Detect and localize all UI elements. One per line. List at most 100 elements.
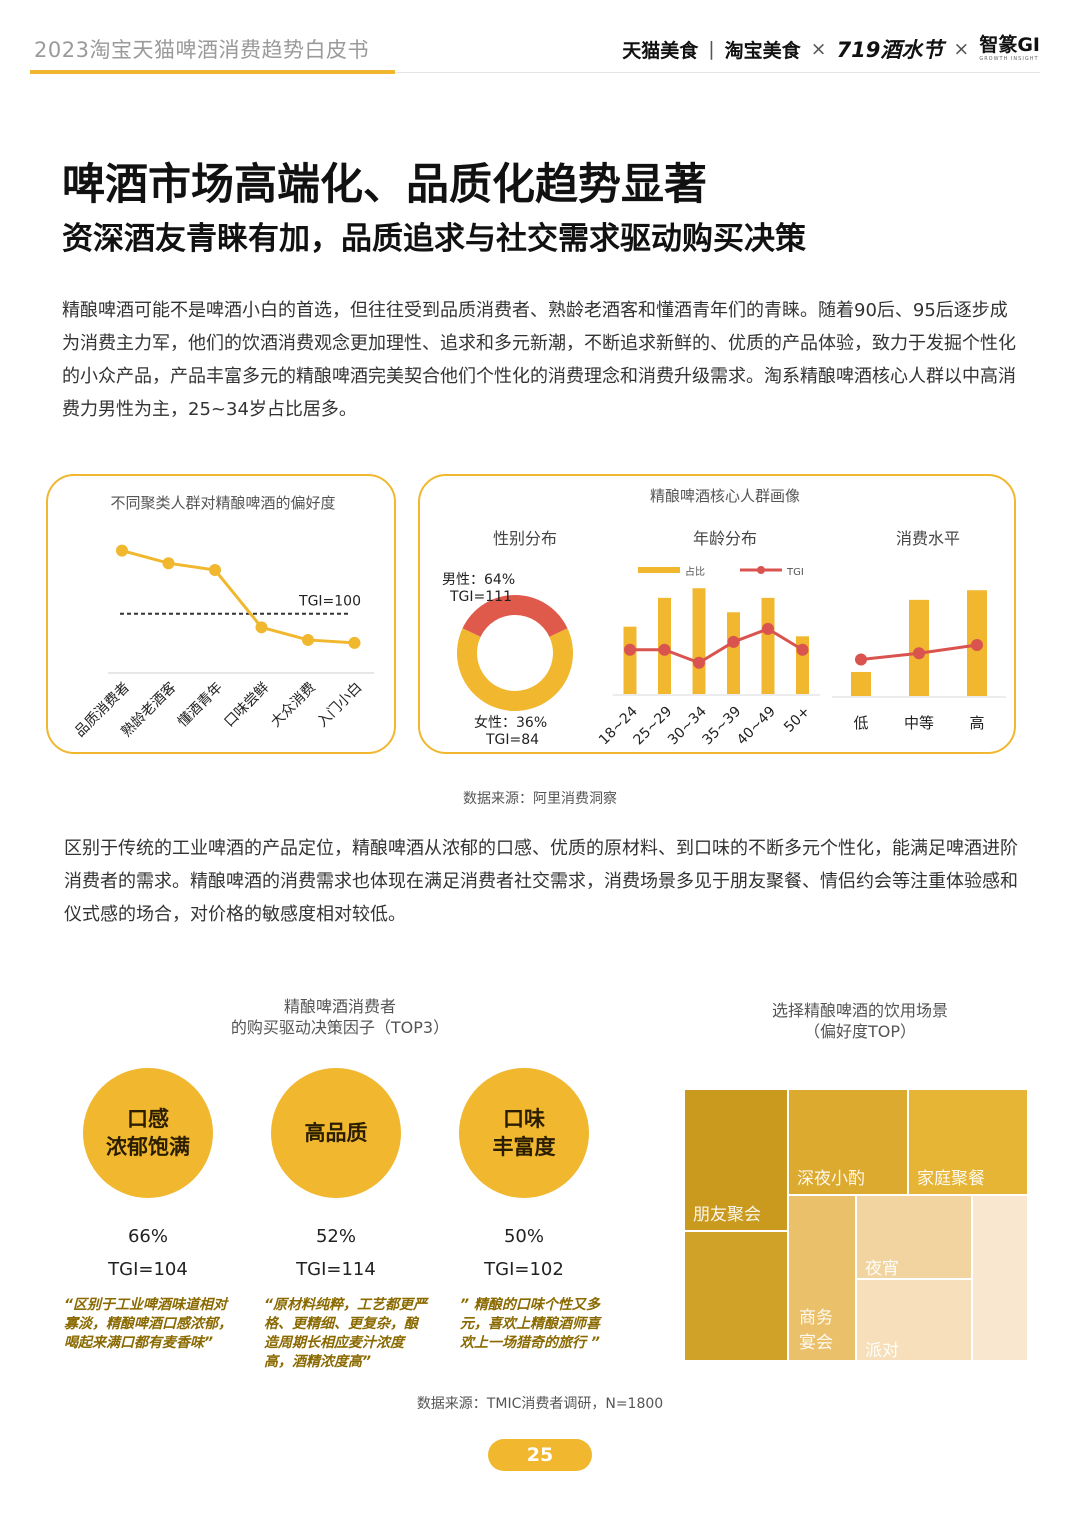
- page-subtitle: 资深酒友青睐有加，品质追求与社交需求驱动购买决策: [62, 221, 806, 257]
- page-title: 啤酒市场高端化、品质化趋势显著: [62, 160, 707, 210]
- brand-logos: 天猫美食 | 淘宝美食 × 719酒水节 × 智篆GI GROWTH INSIG…: [622, 34, 1040, 64]
- page-number: 25: [488, 1439, 592, 1471]
- factors-title-line2: 的购买驱动决策因子（TOP3）: [230, 1018, 450, 1037]
- factor-percentage: 52%: [315, 1226, 356, 1247]
- female-tgi: TGI=84: [485, 732, 539, 748]
- factor-percentage: 66%: [127, 1226, 168, 1247]
- portrait-panel: 精酿啤酒核心人群画像性别分布男性：64% TGI=111 女性：36% TGI=84 年…: [418, 474, 1016, 754]
- bar-3: [727, 612, 740, 694]
- second-paragraph: 区别于传统的工业啤酒的产品定位，精酿啤酒从浓郁的口感、优质的原材料、到口味的不断…: [64, 838, 1018, 925]
- data-point-5: [348, 636, 361, 649]
- level-tick-label: 中等: [904, 714, 934, 732]
- treemap-label: 商务宴会: [799, 1308, 833, 1353]
- brand-cross: ×: [810, 38, 827, 60]
- treemap-cell: 商务宴会: [789, 1196, 855, 1360]
- data-point-1: [162, 557, 175, 570]
- level-tick-label: 低: [853, 714, 868, 732]
- data-point-0: [116, 544, 128, 557]
- treemap-cell: 工作: [973, 1196, 1027, 1486]
- treemap-label: 工作: [995, 1441, 1012, 1486]
- combo-title: 年龄分布: [693, 529, 757, 548]
- factor-circle: 高品质: [271, 1068, 401, 1198]
- brand-tmall-food: 天猫美食: [622, 39, 699, 62]
- level-tick-label: 高: [969, 714, 984, 732]
- header-title: 2023淘宝天猫啤酒消费趋势白皮书: [34, 38, 369, 62]
- treemap-cell: 派对: [857, 1280, 971, 1361]
- factor-quote-taste: “区别于工业啤酒味道相对寡淡，精酿啤酒口感浓郁，喝起来满口都有麦香味”: [64, 1297, 232, 1351]
- data-point-4: [302, 633, 314, 646]
- factor-circle: 口味 丰富度: [459, 1068, 589, 1198]
- tgi-point-0: [855, 653, 867, 666]
- x-tick-label: 大众消费: [268, 680, 319, 731]
- intro-paragraph: 精酿啤酒可能不是啤酒小白的首选，但往往受到品质消费者、熟龄老酒客和懂酒青年们的青…: [62, 300, 1016, 420]
- brand-taobao-food: 淘宝美食: [724, 39, 801, 62]
- treemap-cell: 夜宵: [857, 1196, 971, 1279]
- gender-slice-1: [462, 595, 568, 637]
- treemap-label: 情侣约会: [693, 1477, 761, 1497]
- treemap-label: 派对: [865, 1341, 899, 1361]
- tgi-line: [630, 627, 804, 665]
- scenes-title-line2: （偏好度TOP）: [803, 1022, 917, 1041]
- legend-line-label: TGI: [786, 567, 804, 578]
- factor-flavor-variety: 口味 丰富度 50% TGI=102: [424, 1068, 624, 1280]
- x-tick-label: 懂酒青年: [175, 680, 226, 731]
- reference-label: TGI=100: [298, 594, 361, 610]
- portrait-title: 精酿啤酒核心人群画像: [650, 487, 800, 505]
- treemap-label: 夜宵: [865, 1259, 899, 1279]
- scenes-title: 选择精酿啤酒的饮用场景 （偏好度TOP）: [700, 1000, 1020, 1042]
- chart-title: 不同聚类人群对精酿啤酒的偏好度: [110, 494, 335, 512]
- brand-separator: |: [708, 38, 715, 60]
- factor-circle: 口感 浓郁饱满: [83, 1068, 213, 1198]
- data-point-2: [209, 564, 221, 576]
- treemap-label: 朋友聚会: [693, 1205, 761, 1225]
- combo-title: 消费水平: [896, 529, 960, 548]
- tgi-point-2: [693, 656, 705, 669]
- age-tick-label: 40~49: [734, 704, 779, 749]
- preference-chart-panel: 不同聚类人群对精酿啤酒的偏好度 TGI=100 品质消费者 熟龄老酒客 懂酒青年 口味尝鲜…: [46, 474, 396, 754]
- data-point-3: [255, 621, 268, 634]
- scenes-treemap: 朋友聚会情侣约会 深夜小酌 家庭聚餐商务宴会 夜宵派对工作: [685, 1090, 1027, 1497]
- bar-0: [623, 626, 637, 694]
- age-tick-label: 50+: [781, 704, 813, 736]
- female-label: 女性：36%: [474, 714, 547, 731]
- tgi-point-0: [624, 643, 636, 656]
- bar-4: [761, 597, 775, 694]
- scenes-title-line1: 选择精酿啤酒的饮用场景: [771, 1001, 948, 1020]
- tgi-point-2: [971, 638, 983, 651]
- preference-line-chart: 不同聚类人群对精酿啤酒的偏好度TGI=100品质消费者熟龄老酒客懂酒青年口味尝鲜…: [72, 494, 374, 740]
- tgi-point-1: [658, 643, 671, 656]
- male-tgi: TGI=111: [449, 589, 512, 605]
- header-accent-line: [30, 70, 395, 74]
- brand-cross: ×: [953, 38, 970, 60]
- legend-bar-label: 占比: [685, 565, 705, 578]
- tgi-point-5: [796, 643, 809, 656]
- gender-slice-0: [457, 628, 573, 711]
- factor-tgi: TGI=104: [108, 1259, 188, 1280]
- treemap-label: 深夜小酌: [797, 1169, 865, 1189]
- data-source-1: 数据来源：阿里消费洞察: [463, 791, 617, 807]
- tgi-point-1: [913, 647, 925, 660]
- preference-line: [121, 549, 355, 645]
- bar-2: [692, 588, 706, 694]
- x-tick-label: 入门小白: [314, 680, 365, 731]
- treemap-cell: 朋友聚会: [685, 1090, 787, 1230]
- gender-title: 性别分布: [493, 529, 557, 548]
- factor-quality: 高品质 52% TGI=114: [236, 1068, 436, 1280]
- tgi-point-3: [727, 635, 740, 648]
- legend-bar-swatch: [638, 567, 680, 573]
- tgi-point-4: [762, 622, 774, 635]
- x-tick-label: 口味尝鲜: [221, 680, 272, 731]
- brand-719: 719酒水节: [836, 38, 944, 62]
- male-label: 男性：64%: [442, 572, 515, 588]
- factors-title: 精酿啤酒消费者 的购买驱动决策因子（TOP3）: [150, 996, 530, 1038]
- factor-quote-flavor: ” 精酿的口味个性又多元，喜欢上精酿酒师喜欢上一场猎奇的旅行 ”: [460, 1297, 600, 1351]
- treemap-label: 家庭聚餐: [917, 1169, 985, 1189]
- data-source-2: 数据来源：TMIC消费者调研，N=1800: [416, 1396, 664, 1412]
- bar-0: [851, 671, 871, 696]
- factor-quote-quality: “原材料纯粹，工艺都更严格、更精细、更复杂，酿造周期长相应麦汁浓度高，酒精浓度高…: [264, 1297, 428, 1370]
- treemap-cell: 情侣约会: [685, 1232, 787, 1497]
- brand-growth-insight: 智篆GI GROWTH INSIGHT: [979, 34, 1040, 62]
- factor-tgi: TGI=102: [484, 1259, 564, 1280]
- factor-tgi: TGI=114: [296, 1259, 376, 1280]
